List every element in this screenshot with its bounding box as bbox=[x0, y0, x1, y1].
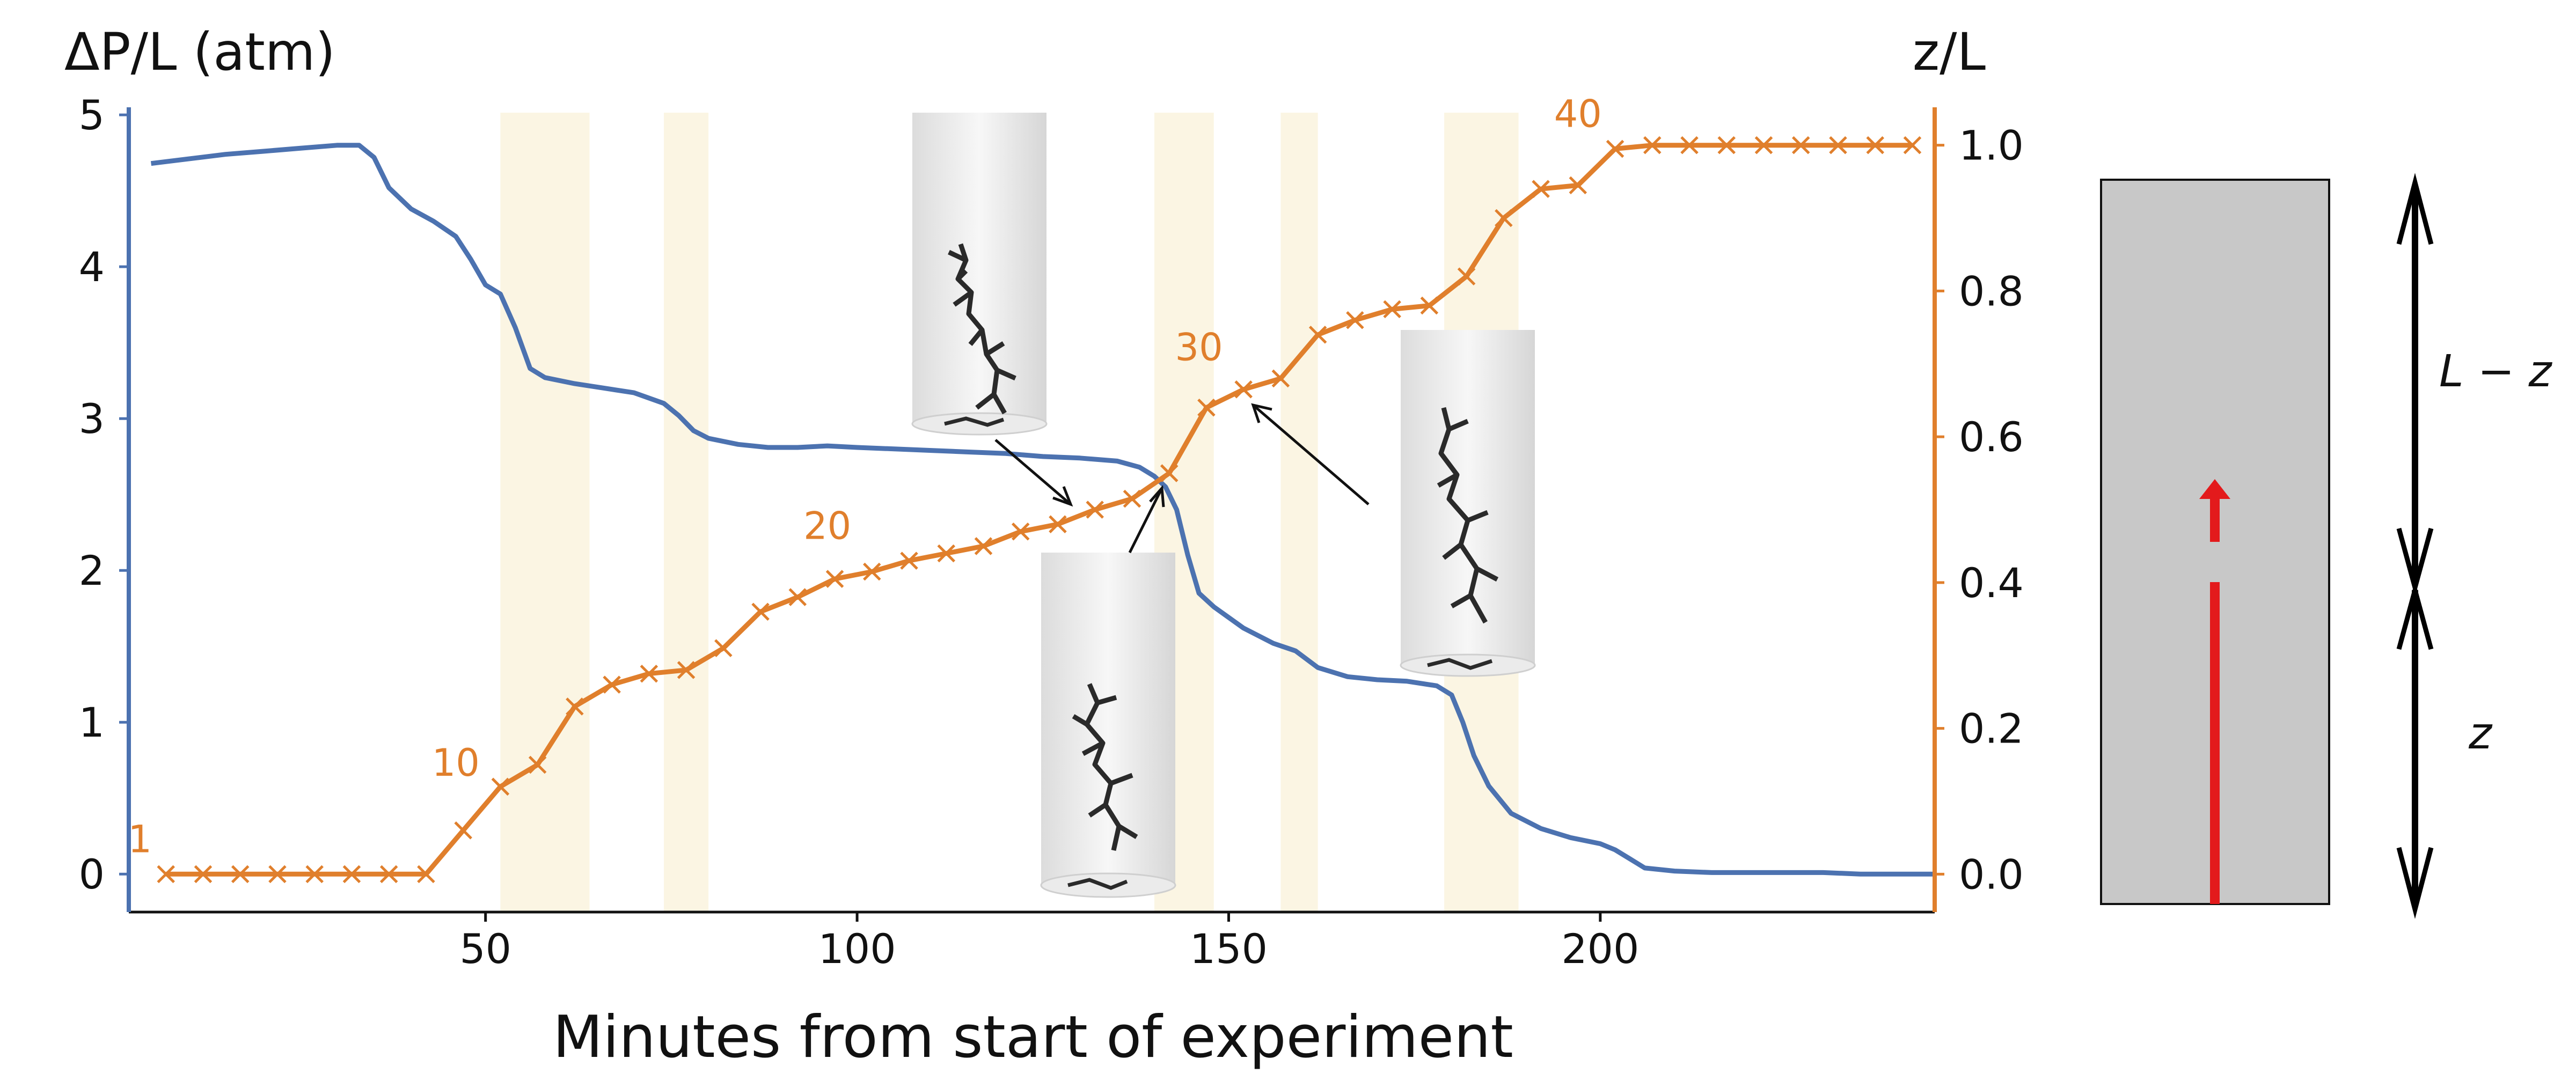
front-position-marker bbox=[1346, 311, 1364, 329]
front-position-marker bbox=[566, 697, 584, 716]
front-position-marker bbox=[974, 537, 993, 555]
front-position-marker bbox=[1791, 136, 1810, 155]
y-left-axis-title: ΔP/L (atm) bbox=[64, 22, 335, 82]
front-position-marker bbox=[714, 639, 733, 657]
inset-right bbox=[1400, 330, 1536, 677]
y-right-tick-label: 0.4 bbox=[1959, 559, 2024, 607]
front-position-marker bbox=[194, 865, 213, 884]
inset-upper-left bbox=[911, 113, 1048, 436]
front-position-marker bbox=[1495, 209, 1513, 227]
front-position-marker bbox=[342, 865, 361, 884]
x-tick-label: 150 bbox=[1190, 925, 1268, 973]
front-position-marker bbox=[1160, 464, 1179, 482]
front-position-marker bbox=[157, 865, 175, 884]
front-position-marker bbox=[1308, 326, 1327, 344]
highlight-band-4 bbox=[1280, 113, 1318, 912]
x-tick-label: 200 bbox=[1561, 925, 1639, 973]
front-position-marker bbox=[1383, 300, 1401, 319]
marker-count-label: 10 bbox=[432, 741, 480, 785]
front-position-marker bbox=[1866, 136, 1884, 155]
front-position-marker bbox=[1717, 136, 1736, 155]
front-position-marker bbox=[1903, 136, 1922, 155]
y-right-tick-label: 0.0 bbox=[1959, 850, 2024, 898]
arrow-right-head bbox=[1251, 403, 1272, 423]
series-layer bbox=[150, 136, 1935, 884]
front-position-marker bbox=[1420, 296, 1439, 315]
front-position-marker bbox=[528, 755, 547, 774]
front-position-marker bbox=[417, 865, 435, 884]
front-direction-arrow-head bbox=[2199, 479, 2230, 499]
front-position-marker bbox=[1643, 136, 1662, 155]
x-tick-label: 100 bbox=[818, 925, 896, 973]
front-position-marker bbox=[603, 675, 621, 694]
marker-count-label: 40 bbox=[1554, 92, 1602, 136]
front-position-marker bbox=[268, 865, 287, 884]
y-left-tick-label: 3 bbox=[79, 395, 105, 443]
front-position-marker bbox=[863, 562, 881, 581]
front-position-marker bbox=[640, 664, 658, 683]
front-position-marker bbox=[1123, 489, 1141, 508]
length-arrow-heads bbox=[2396, 173, 2434, 919]
front-position-marker bbox=[379, 865, 398, 884]
front-position-marker bbox=[677, 661, 696, 679]
front-position-marker bbox=[491, 777, 510, 796]
inset-arrows bbox=[994, 403, 1370, 554]
x-axis-title: Minutes from start of experiment bbox=[553, 1004, 1513, 1071]
x-tick-label: 50 bbox=[459, 925, 511, 973]
y-left-tick-label: 1 bbox=[79, 699, 105, 746]
y-left-tick-label: 4 bbox=[79, 243, 105, 291]
schematic: L − z z bbox=[2100, 173, 2553, 919]
front-position-marker bbox=[1569, 176, 1587, 195]
marker-count-label: 20 bbox=[803, 504, 851, 548]
arrow-center-head bbox=[1149, 484, 1165, 508]
marker-count-label: 1 bbox=[128, 818, 152, 862]
marker-count-label: 30 bbox=[1175, 325, 1223, 369]
front-position-marker bbox=[1049, 515, 1067, 533]
y-right-tick-label: 0.6 bbox=[1959, 413, 2024, 461]
front-position-marker bbox=[788, 588, 807, 606]
front-position-marker bbox=[937, 544, 956, 563]
front-position-marker bbox=[1271, 369, 1290, 388]
pressure-gradient-line bbox=[150, 143, 1935, 877]
y-left-tick-label: 0 bbox=[79, 850, 105, 898]
sample-insets bbox=[911, 113, 1536, 898]
inset-center bbox=[1040, 553, 1176, 898]
front-position-marker bbox=[1457, 267, 1476, 285]
arrow-center bbox=[1128, 487, 1163, 554]
front-position-marker bbox=[231, 865, 250, 884]
arrow-right bbox=[1252, 404, 1370, 505]
label-z: z bbox=[2468, 708, 2493, 759]
label-l-minus-z: L − z bbox=[2439, 346, 2553, 397]
y-left-tick-label: 5 bbox=[79, 91, 105, 139]
front-position-marker bbox=[1829, 136, 1847, 155]
y-right-tick-label: 0.2 bbox=[1959, 705, 2024, 753]
front-position-marker bbox=[305, 865, 324, 884]
arrow-upper-left bbox=[994, 439, 1072, 505]
front-position-marker bbox=[1011, 522, 1030, 541]
front-position-marker bbox=[751, 602, 770, 621]
front-position-marker bbox=[1197, 399, 1216, 417]
point-annotations: 1 10 20 30 40 bbox=[128, 92, 1601, 862]
y-right-tick-label: 0.8 bbox=[1959, 267, 2024, 315]
y-right-axis-title: z/L bbox=[1913, 22, 1986, 82]
front-position-marker bbox=[1754, 136, 1773, 155]
front-position-marker bbox=[825, 570, 844, 588]
y-left-tick-label: 2 bbox=[79, 547, 105, 594]
highlight-band-1 bbox=[500, 113, 590, 912]
arrow-upper-left-head bbox=[1052, 486, 1073, 507]
front-position-marker bbox=[1234, 380, 1253, 399]
front-position-marker bbox=[1606, 139, 1624, 158]
highlight-band-2 bbox=[664, 113, 709, 912]
front-position-marker bbox=[1680, 136, 1699, 155]
front-position-marker bbox=[1532, 180, 1550, 198]
front-position-marker bbox=[454, 821, 472, 840]
front-position-marker bbox=[1086, 501, 1104, 519]
y-right-tick-label: 1.0 bbox=[1959, 122, 2024, 170]
front-position-marker bbox=[900, 552, 918, 570]
